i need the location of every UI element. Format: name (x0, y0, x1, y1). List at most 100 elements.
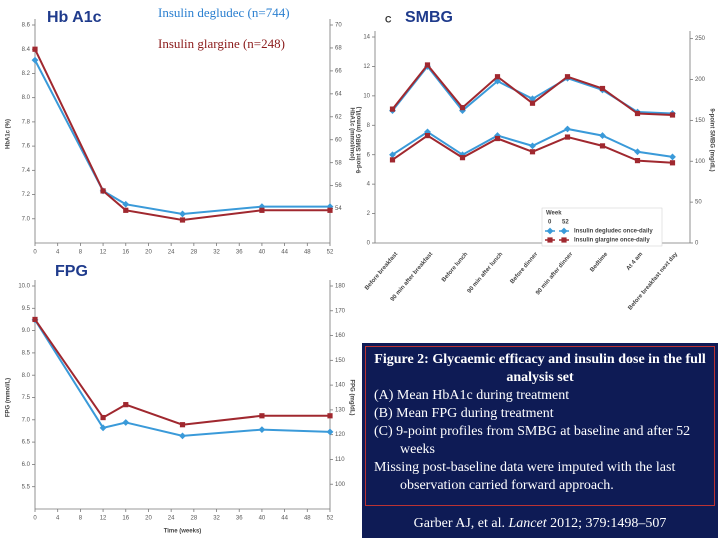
x-tick-label: 36 (236, 516, 243, 522)
marker (546, 227, 554, 235)
legend-title: Week (546, 211, 562, 217)
y2-tick-label: 180 (335, 284, 346, 290)
y2-tick-label: 160 (335, 333, 346, 339)
x-tick-label: 48 (304, 250, 311, 256)
y-tick-label: 7.8 (22, 119, 31, 125)
x-tick-label: 90 min after breakfast (390, 251, 434, 302)
series-line (34, 59, 330, 215)
y-tick-label: 7.6 (22, 144, 31, 150)
marker (122, 200, 130, 208)
marker (494, 135, 501, 142)
marker (123, 207, 129, 213)
marker (494, 74, 501, 80)
citation-details: 2012; 379:1498–507 (546, 516, 667, 531)
x-tick-label: 0 (33, 516, 37, 522)
marker (389, 157, 396, 163)
marker (389, 151, 396, 159)
series-line (391, 63, 673, 116)
marker (494, 132, 501, 139)
marker (424, 128, 431, 136)
y-tick-label: 6 (367, 152, 371, 158)
y2-tick-label: 54 (335, 206, 342, 212)
marker (179, 422, 186, 428)
marker (122, 419, 130, 426)
y2-tick-label: 140 (335, 383, 346, 389)
x-tick-label: Bedtime (589, 251, 609, 273)
x-tick-label: 36 (236, 250, 243, 256)
legend-label: Insulin degludec once-daily (574, 229, 653, 235)
marker (326, 203, 334, 211)
y-tick-label: 14 (363, 35, 370, 41)
fpg-label: FPG (55, 263, 88, 280)
y2-tick-label: 58 (335, 160, 342, 166)
series-line (34, 319, 331, 437)
y-tick-label: 5.5 (22, 484, 31, 490)
x-tick-label: 32 (213, 250, 220, 256)
y2-tick-label: 56 (335, 183, 342, 189)
x-tick-label: 90 min after dinner (535, 251, 575, 296)
y-tick-label: 8.4 (22, 47, 31, 53)
y-axis-title: 9-point SMBG (mmol/L) (357, 107, 363, 174)
marker (259, 207, 265, 213)
y2-tick-label: 130 (335, 407, 346, 413)
y2-tick-label: 170 (335, 308, 346, 314)
x-tick-label: At 4 am (626, 251, 645, 271)
marker (327, 207, 333, 213)
citation-journal: Lancet (508, 516, 547, 531)
marker (389, 106, 396, 112)
x-tick-label: 90 min after lunch (467, 251, 505, 294)
marker (32, 316, 38, 323)
x-tick-label: 48 (304, 516, 311, 522)
caption-line: (A) Mean HbA1c during treatment (374, 388, 570, 403)
marker (669, 112, 676, 118)
x-axis-title: Time (weeks) (164, 529, 202, 535)
legend-label: Insulin glargine once-daily (574, 238, 650, 244)
y2-tick-label: 150 (335, 358, 346, 364)
marker (459, 107, 466, 114)
marker (599, 132, 606, 139)
y-tick-label: 8.2 (22, 71, 31, 77)
x-tick-label: 4 (56, 250, 60, 256)
marker (529, 95, 536, 103)
y-tick-label: 12 (363, 64, 370, 70)
marker (100, 414, 106, 421)
y-tick-label: 6.5 (22, 440, 31, 446)
marker (100, 188, 106, 194)
caption-line: Missing post-baseline data were imputed … (374, 460, 676, 493)
y-tick-label: 7.4 (22, 168, 31, 174)
y-tick-label: 10 (363, 93, 370, 99)
marker (564, 134, 571, 140)
x-tick-label: 20 (145, 516, 152, 522)
y-tick-label: 6.0 (22, 462, 31, 468)
y2-tick-label: 50 (695, 200, 702, 206)
marker (424, 62, 431, 68)
x-tick-label: 12 (100, 516, 107, 522)
y2-tick-label: 200 (695, 77, 706, 83)
marker (599, 85, 606, 92)
x-tick-label: Before dinner (510, 251, 540, 285)
marker (599, 143, 606, 149)
x-tick-label: 4 (56, 516, 60, 522)
y2-tick-label: 250 (695, 36, 706, 42)
marker (529, 142, 536, 150)
y2-tick-label: 150 (695, 118, 706, 124)
marker (31, 56, 39, 64)
marker (179, 432, 186, 440)
marker (529, 149, 536, 155)
x-tick-label: 24 (168, 516, 175, 522)
y-tick-label: 9.0 (22, 328, 31, 334)
marker (561, 237, 567, 243)
marker (258, 426, 266, 434)
x-tick-label: 52 (327, 516, 334, 522)
x-tick-label: 52 (327, 250, 334, 256)
y-tick-label: 9.5 (22, 306, 31, 312)
marker (99, 424, 107, 432)
y-tick-label: 2 (367, 211, 371, 217)
x-tick-label: 24 (168, 250, 175, 256)
y-tick-label: 7.5 (22, 395, 31, 401)
fpg-label-bg (42, 258, 104, 284)
marker (494, 77, 501, 85)
x-tick-label: 44 (281, 250, 288, 256)
x-tick-label: 32 (213, 516, 220, 522)
marker (564, 125, 571, 133)
